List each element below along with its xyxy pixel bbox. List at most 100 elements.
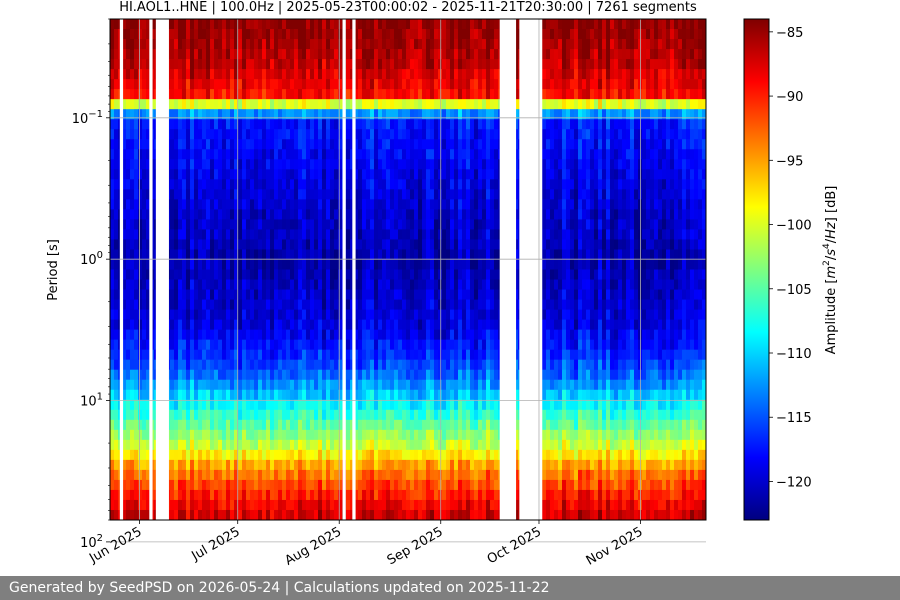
heatmap-cell xyxy=(310,19,315,30)
heatmap-cell xyxy=(318,89,323,100)
heatmap-cell xyxy=(270,179,275,190)
heatmap-cell xyxy=(210,309,215,321)
heatmap-cell xyxy=(438,69,443,80)
heatmap-cell xyxy=(142,439,147,451)
heatmap-cell xyxy=(258,479,263,491)
heatmap-cell xyxy=(182,89,187,100)
heatmap-cell xyxy=(294,369,299,381)
heatmap-cell xyxy=(350,219,355,231)
heatmap-cell xyxy=(142,389,147,401)
heatmap-cell xyxy=(298,379,303,391)
heatmap-cell xyxy=(402,49,407,60)
heatmap-cell xyxy=(274,319,279,331)
heatmap-cell xyxy=(314,149,319,160)
heatmap-cell xyxy=(474,349,479,361)
heatmap-cell xyxy=(206,199,211,210)
heatmap-cell xyxy=(302,229,307,241)
heatmap-cell xyxy=(262,89,267,100)
heatmap-cell xyxy=(238,29,243,40)
heatmap-cell xyxy=(270,129,275,140)
heatmap-cell xyxy=(206,309,211,321)
heatmap-cell xyxy=(290,139,295,150)
heatmap-cell xyxy=(222,219,227,231)
heatmap-cell xyxy=(418,399,423,411)
heatmap-cell xyxy=(290,159,295,170)
heatmap-cell xyxy=(434,39,439,50)
heatmap-cell xyxy=(462,439,467,451)
heatmap-cell xyxy=(142,229,147,241)
heatmap-cell xyxy=(226,469,231,481)
heatmap-cell xyxy=(202,429,207,441)
heatmap-cell xyxy=(382,139,387,150)
heatmap-cell xyxy=(382,159,387,170)
heatmap-cell xyxy=(134,259,139,271)
heatmap-cell xyxy=(138,179,143,190)
heatmap-cell xyxy=(182,79,187,90)
heatmap-cell xyxy=(442,509,447,520)
heatmap-cell xyxy=(434,259,439,271)
heatmap-cell xyxy=(334,89,339,100)
heatmap-cell xyxy=(390,289,395,301)
heatmap-cell xyxy=(298,269,303,281)
heatmap-cell xyxy=(206,49,211,60)
heatmap-cell xyxy=(242,89,247,100)
heatmap-cell xyxy=(422,79,427,90)
heatmap-cell xyxy=(494,319,499,331)
heatmap-cell xyxy=(354,239,359,251)
heatmap-cell xyxy=(174,479,179,491)
heatmap-cell xyxy=(478,199,483,210)
heatmap-cell xyxy=(374,359,379,371)
heatmap-cell xyxy=(254,59,259,70)
heatmap-cell xyxy=(398,199,403,210)
heatmap-cell xyxy=(406,389,411,401)
heatmap-cell xyxy=(490,209,495,220)
heatmap-cell xyxy=(482,349,487,361)
heatmap-cell xyxy=(114,289,119,301)
heatmap-cell xyxy=(258,369,263,381)
heatmap-cell xyxy=(466,19,471,30)
heatmap-cell xyxy=(298,189,303,200)
heatmap-cell xyxy=(490,59,495,70)
heatmap-cell xyxy=(290,269,295,281)
heatmap-cell xyxy=(246,109,251,120)
heatmap-cell xyxy=(446,99,451,110)
heatmap-cell xyxy=(142,49,147,60)
heatmap-cell xyxy=(222,469,227,481)
heatmap-cell xyxy=(258,199,263,210)
heatmap-cell xyxy=(190,19,195,30)
heatmap-cell xyxy=(386,229,391,241)
heatmap-cell xyxy=(462,359,467,371)
heatmap-cell xyxy=(146,99,151,110)
heatmap-cell xyxy=(438,289,443,301)
heatmap-cell xyxy=(350,369,355,381)
heatmap-cell xyxy=(214,269,219,281)
heatmap-cell xyxy=(438,279,443,291)
heatmap-cell xyxy=(130,279,135,291)
heatmap-cell xyxy=(406,199,411,210)
heatmap-cell xyxy=(410,509,415,520)
heatmap-cell xyxy=(282,479,287,491)
heatmap-cell xyxy=(422,209,427,220)
heatmap-cell xyxy=(414,439,419,451)
heatmap-cell xyxy=(234,379,239,391)
heatmap-cell xyxy=(238,459,243,471)
heatmap-cell xyxy=(462,339,467,351)
heatmap-cell xyxy=(294,489,299,501)
heatmap-cell xyxy=(146,309,151,321)
heatmap-cell xyxy=(206,449,211,461)
heatmap-cell xyxy=(302,469,307,481)
heatmap-cell xyxy=(390,199,395,210)
heatmap-cell xyxy=(206,39,211,50)
heatmap-cell xyxy=(186,349,191,361)
heatmap-cell xyxy=(394,339,399,351)
heatmap-cell xyxy=(146,129,151,140)
heatmap-cell xyxy=(114,159,119,170)
heatmap-cell xyxy=(478,109,483,120)
heatmap-cell xyxy=(402,189,407,200)
heatmap-cell xyxy=(218,189,223,200)
heatmap-cell xyxy=(346,189,351,200)
heatmap-cell xyxy=(294,119,299,130)
heatmap-cell xyxy=(170,89,175,100)
heatmap-cell xyxy=(210,139,215,150)
heatmap-cell xyxy=(214,219,219,231)
